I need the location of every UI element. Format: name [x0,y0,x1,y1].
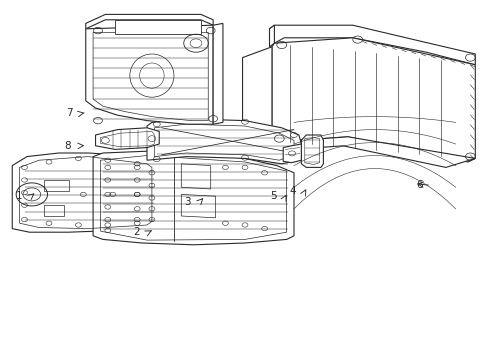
Polygon shape [283,144,301,163]
Text: 4: 4 [290,186,296,196]
Polygon shape [147,119,301,164]
Polygon shape [115,20,201,34]
Text: 6: 6 [416,180,422,190]
Polygon shape [86,25,213,124]
Polygon shape [213,23,223,124]
Text: 5: 5 [270,191,277,201]
Text: 1: 1 [15,191,22,201]
Polygon shape [243,137,475,167]
Polygon shape [270,25,475,65]
Polygon shape [272,38,475,162]
Polygon shape [86,14,213,29]
Polygon shape [270,25,274,47]
Text: 3: 3 [184,197,191,207]
Polygon shape [93,151,294,245]
Text: 7: 7 [66,108,73,118]
Text: 2: 2 [133,227,140,237]
Polygon shape [96,128,159,149]
Text: 8: 8 [64,141,71,151]
Polygon shape [243,47,272,153]
Polygon shape [301,135,323,167]
Polygon shape [12,153,159,232]
